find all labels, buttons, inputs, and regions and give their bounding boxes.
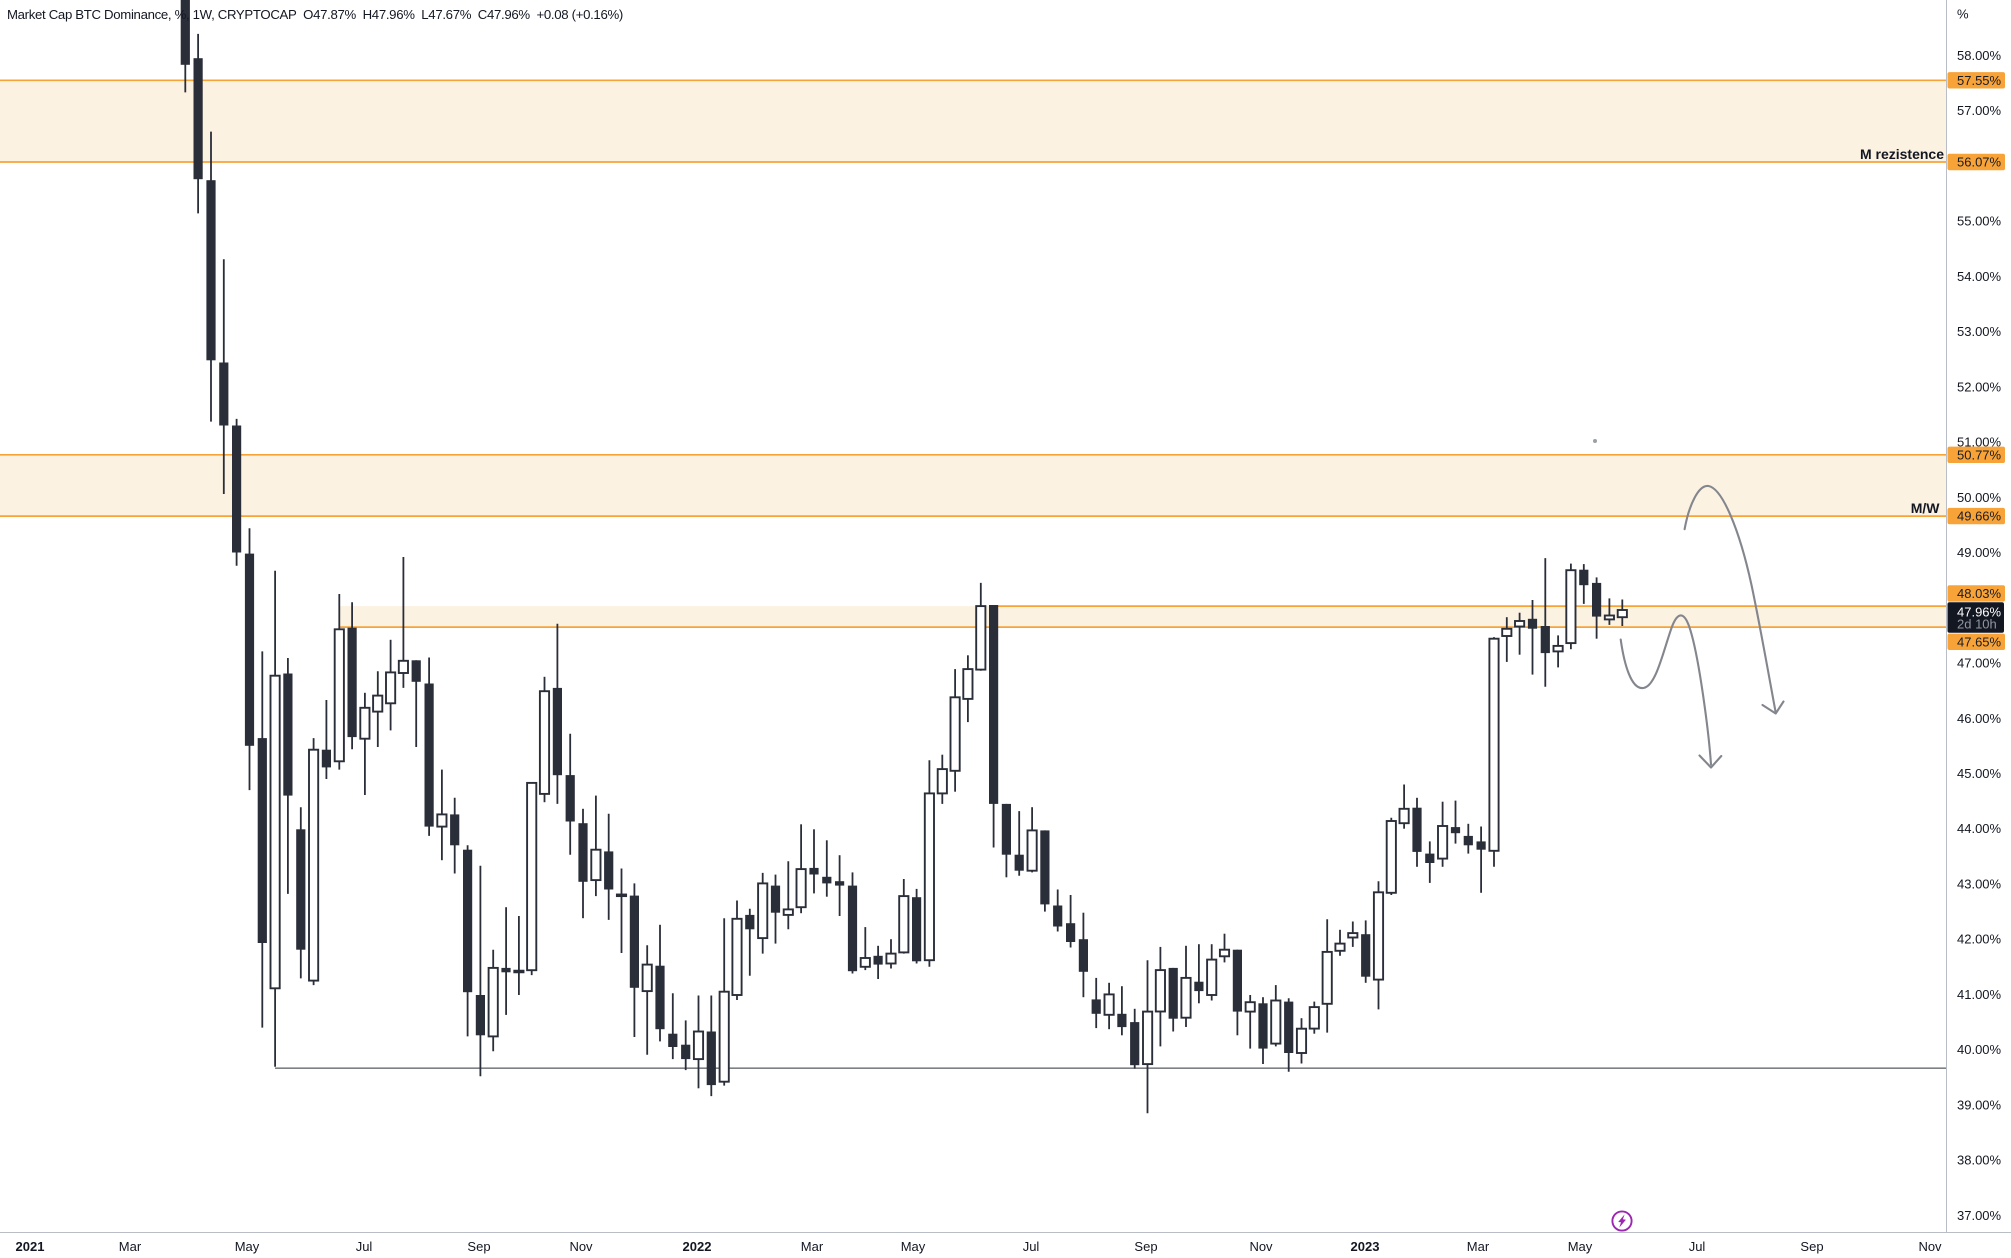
svg-text:Market Cap BTC Dominance, %, 1: Market Cap BTC Dominance, %, 1W, CRYPTOC…	[7, 7, 623, 22]
svg-text:52.00%: 52.00%	[1957, 379, 2002, 394]
svg-text:57.55%: 57.55%	[1957, 73, 2002, 88]
svg-text:47.00%: 47.00%	[1957, 656, 2002, 671]
svg-text:40.00%: 40.00%	[1957, 1042, 2002, 1057]
svg-text:49.00%: 49.00%	[1957, 545, 2002, 560]
svg-text:45.00%: 45.00%	[1957, 766, 2002, 781]
svg-text:55.00%: 55.00%	[1957, 214, 2002, 229]
svg-text:M/W: M/W	[1911, 500, 1941, 516]
svg-text:39.00%: 39.00%	[1957, 1097, 2002, 1112]
svg-text:May: May	[901, 1239, 926, 1254]
svg-text:54.00%: 54.00%	[1957, 269, 2002, 284]
svg-text:46.00%: 46.00%	[1957, 711, 2002, 726]
svg-text:44.00%: 44.00%	[1957, 821, 2002, 836]
svg-text:Sep: Sep	[467, 1239, 490, 1254]
svg-text:2023: 2023	[1351, 1239, 1380, 1254]
svg-text:Jul: Jul	[1689, 1239, 1706, 1254]
svg-text:47.96%: 47.96%	[1957, 604, 2002, 619]
svg-text:58.00%: 58.00%	[1957, 48, 2002, 63]
svg-text:41.00%: 41.00%	[1957, 987, 2002, 1002]
svg-text:May: May	[235, 1239, 260, 1254]
svg-text:51.00%: 51.00%	[1957, 435, 2002, 450]
svg-text:57.00%: 57.00%	[1957, 103, 2002, 118]
svg-text:2021: 2021	[16, 1239, 45, 1254]
svg-text:Mar: Mar	[801, 1239, 824, 1254]
svg-text:37.00%: 37.00%	[1957, 1208, 2002, 1223]
svg-text:49.66%: 49.66%	[1957, 509, 2002, 524]
svg-text:Jul: Jul	[356, 1239, 373, 1254]
svg-text:53.00%: 53.00%	[1957, 324, 2002, 339]
svg-text:Nov: Nov	[569, 1239, 593, 1254]
svg-text:Nov: Nov	[1918, 1239, 1942, 1254]
svg-text:38.00%: 38.00%	[1957, 1153, 2002, 1168]
svg-text:2022: 2022	[683, 1239, 712, 1254]
svg-text:47.65%: 47.65%	[1957, 634, 2002, 649]
svg-text:2d 10h: 2d 10h	[1957, 617, 1997, 632]
svg-text:Jul: Jul	[1023, 1239, 1040, 1254]
svg-text:%: %	[1957, 7, 1969, 22]
svg-text:Sep: Sep	[1800, 1239, 1823, 1254]
svg-text:M rezistence: M rezistence	[1860, 146, 1944, 162]
svg-text:Nov: Nov	[1249, 1239, 1273, 1254]
svg-text:Mar: Mar	[1467, 1239, 1490, 1254]
svg-text:43.00%: 43.00%	[1957, 877, 2002, 892]
svg-text:48.03%: 48.03%	[1957, 586, 2002, 601]
svg-text:Mar: Mar	[119, 1239, 142, 1254]
svg-text:42.00%: 42.00%	[1957, 932, 2002, 947]
svg-text:50.77%: 50.77%	[1957, 447, 2002, 462]
svg-text:56.07%: 56.07%	[1957, 155, 2002, 170]
svg-text:May: May	[1568, 1239, 1593, 1254]
svg-text:Sep: Sep	[1134, 1239, 1157, 1254]
svg-text:50.00%: 50.00%	[1957, 490, 2002, 505]
